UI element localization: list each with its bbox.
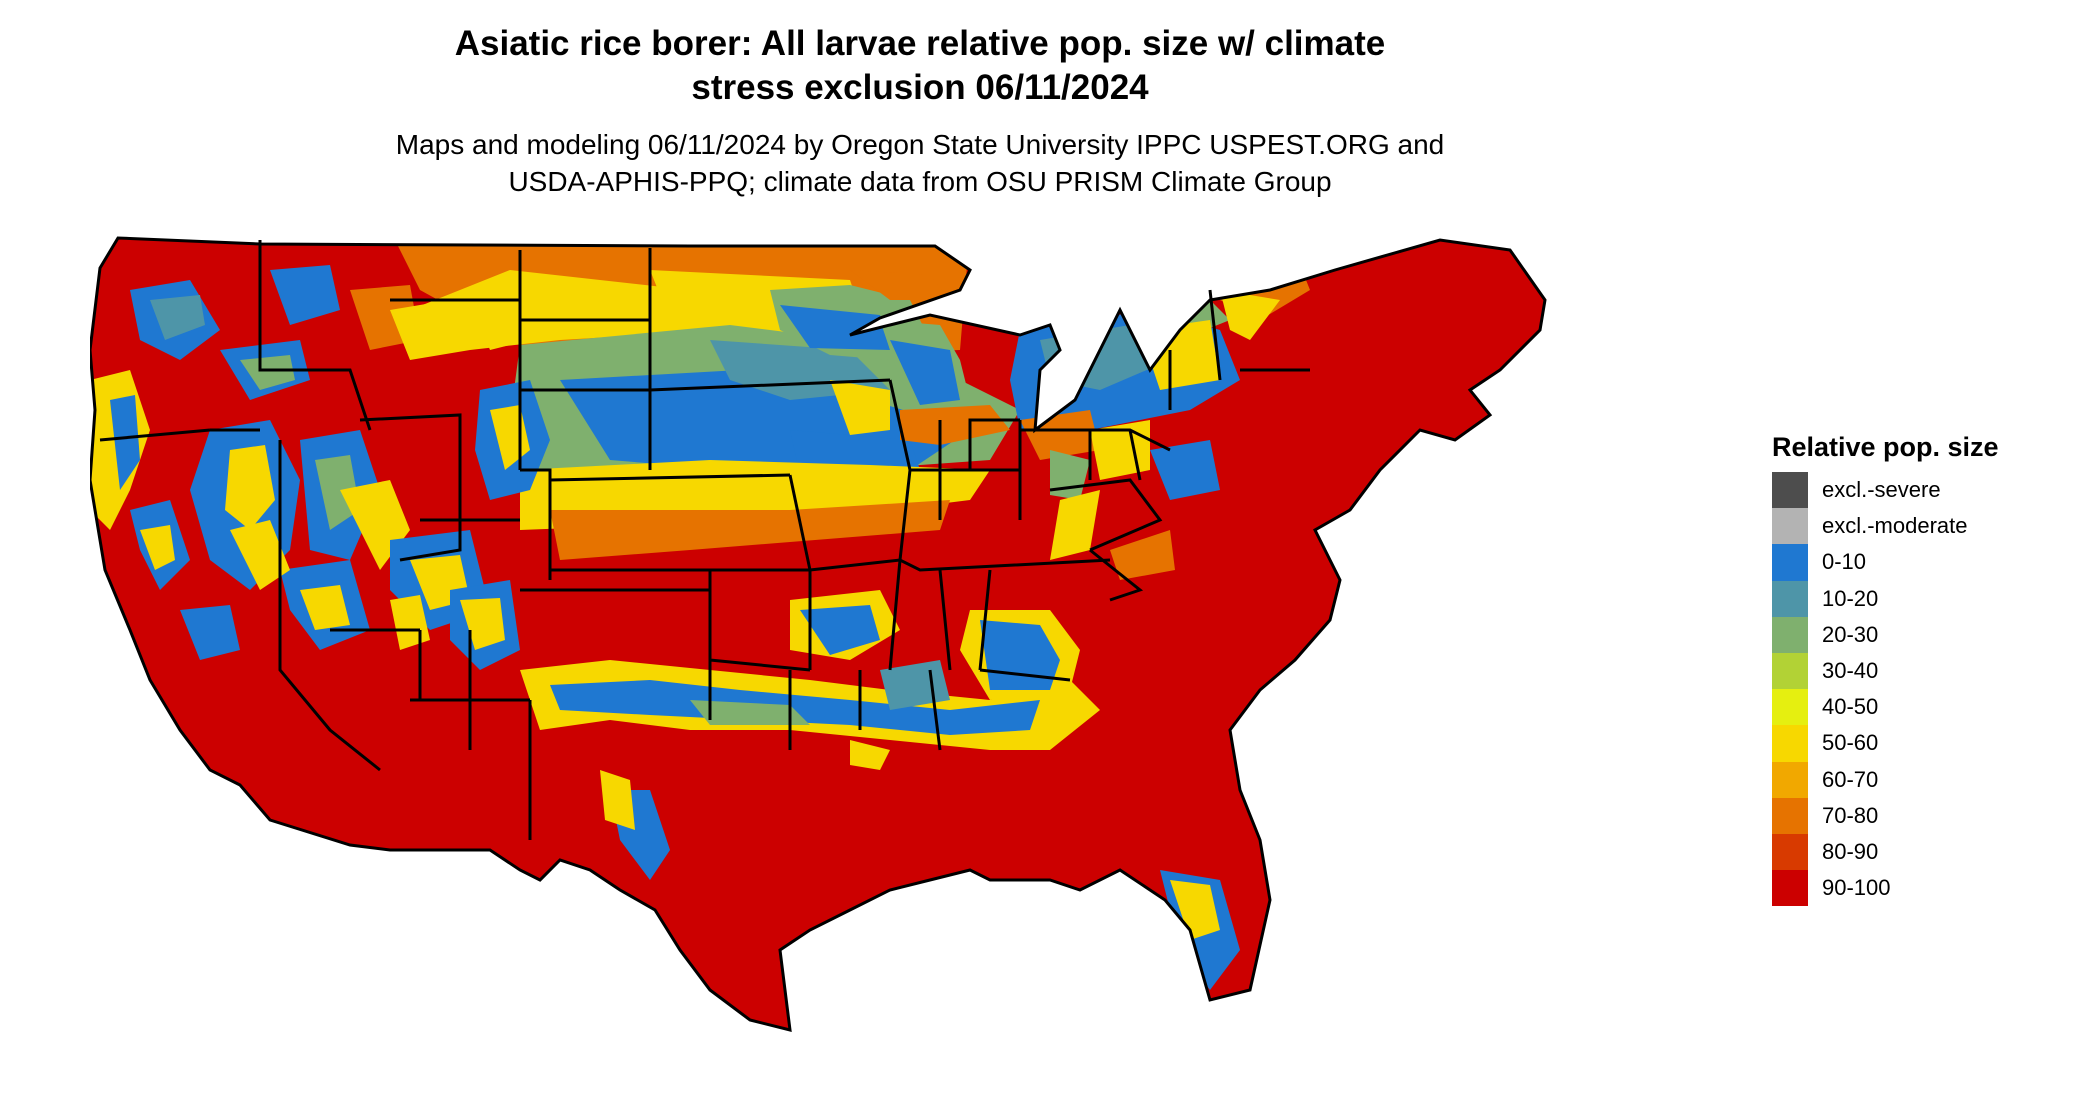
legend-item: 0-10 [1772, 544, 2072, 581]
legend-swatch [1772, 472, 1808, 509]
subtitle-line-1: Maps and modeling 06/11/2024 by Oregon S… [395, 129, 1445, 160]
map-legend: Relative pop. size excl.-severe excl.-mod… [1772, 430, 2072, 907]
map-title: Asiatic rice borer: All larvae relative … [0, 22, 1840, 110]
legend-label: 90-100 [1822, 875, 1891, 901]
legend-item: 30-40 [1772, 652, 2072, 690]
legend-swatch [1772, 652, 1808, 690]
title-line-2: stress exclusion 06/11/2024 [691, 68, 1149, 107]
legend-label: 70-80 [1822, 802, 1879, 828]
legend-label: 30-40 [1822, 658, 1879, 684]
us-map [90, 230, 1760, 1110]
legend-item: excl.-severe [1772, 472, 2072, 509]
legend-item: 90-100 [1772, 870, 2072, 907]
legend-item: 10-20 [1772, 580, 2072, 617]
legend-swatch [1772, 725, 1808, 762]
legend-title: Relative pop. size [1772, 432, 1999, 462]
legend-label: 10-20 [1822, 585, 1879, 611]
legend-item: excl.-moderate [1772, 508, 2072, 545]
legend-swatch [1772, 689, 1808, 726]
legend-label: 40-50 [1822, 694, 1879, 720]
subtitle-line-2: USDA-APHIS-PPQ; climate data from OSU PR… [508, 166, 1332, 197]
legend-label: 50-60 [1822, 730, 1879, 756]
us-map-svg [90, 236, 1547, 1032]
legend-swatch [1772, 544, 1808, 581]
legend-swatch [1772, 833, 1808, 871]
legend-swatch [1772, 797, 1808, 834]
legend-items: excl.-severe excl.-moderate 0-10 10-20 20-30… [1772, 472, 2072, 907]
legend-swatch [1772, 616, 1808, 653]
legend-label: excl.-moderate [1822, 513, 1968, 539]
legend-item: 50-60 [1772, 725, 2072, 762]
map-subtitle: Maps and modeling 06/11/2024 by Oregon S… [0, 126, 1840, 200]
legend-label: 0-10 [1822, 549, 1867, 575]
legend-item: 20-30 [1772, 616, 2072, 653]
legend-swatch [1772, 761, 1808, 798]
state-borders [90, 236, 1547, 1032]
legend-label: 20-30 [1822, 621, 1879, 647]
legend-item: 40-50 [1772, 689, 2072, 726]
legend-label: 80-90 [1822, 838, 1879, 864]
legend-label: excl.-severe [1822, 477, 1941, 503]
legend-item: 70-80 [1772, 797, 2072, 834]
legend-swatch [1772, 580, 1808, 617]
legend-item: 80-90 [1772, 833, 2072, 871]
legend-item: 60-70 [1772, 761, 2072, 798]
legend-label: 60-70 [1822, 766, 1879, 792]
title-line-1: Asiatic rice borer: All larvae relative … [454, 24, 1386, 63]
legend-swatch [1772, 870, 1808, 907]
legend-swatch [1772, 508, 1808, 545]
